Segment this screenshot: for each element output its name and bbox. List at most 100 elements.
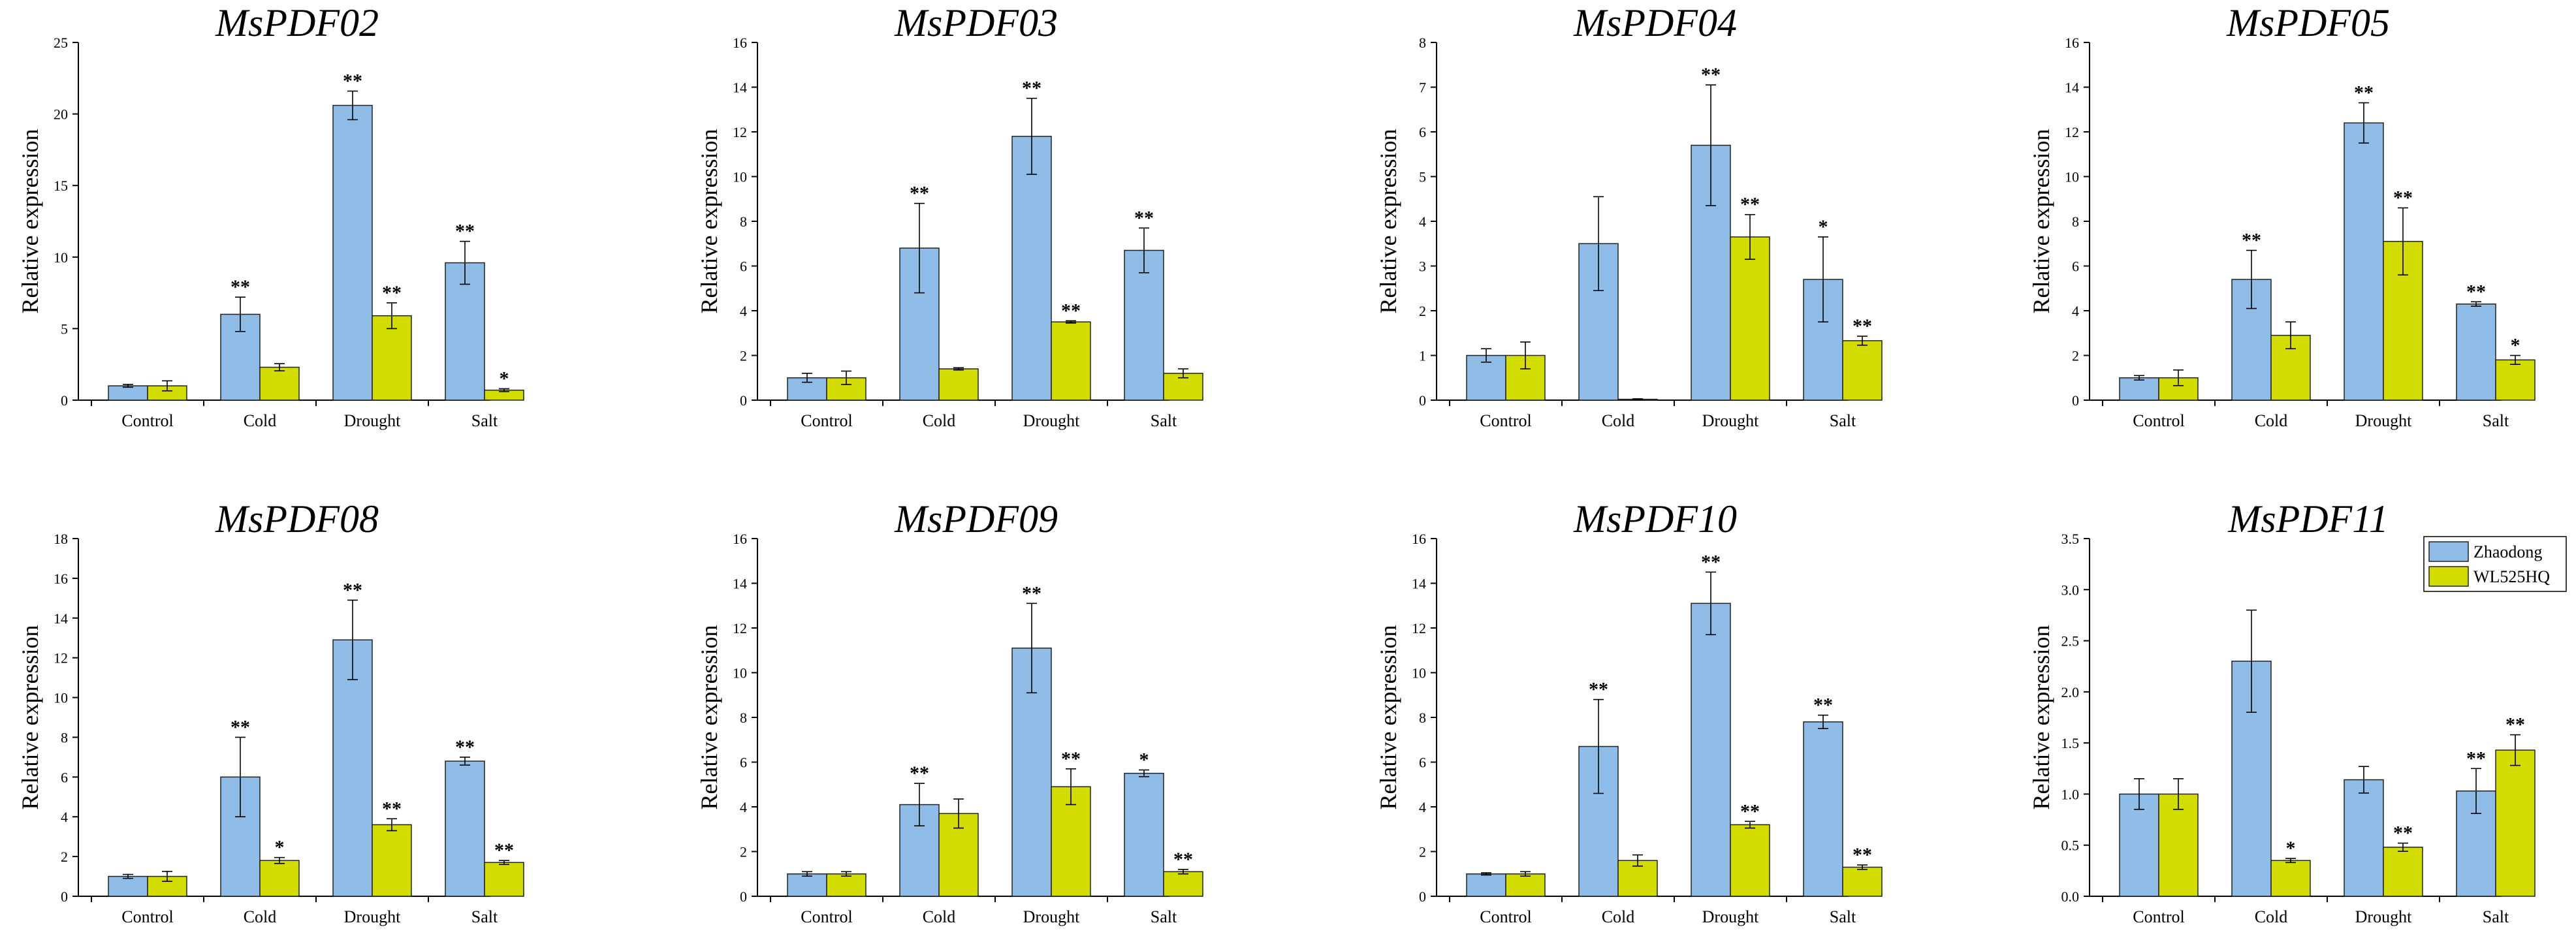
x-tick-label: Control [121, 411, 173, 430]
y-axis-label: Relative expression [17, 625, 43, 810]
bar-WL525HQ-Drought [372, 824, 412, 897]
y-tick-label: 4 [1419, 799, 1426, 815]
y-tick-label: 2 [2072, 348, 2079, 364]
bar-Zhaodong-Cold [1578, 745, 1619, 897]
x-tick-label: Cold [2255, 411, 2288, 430]
bar-WL525HQ-Drought [1730, 236, 1770, 401]
x-tick-label: Control [1480, 411, 1531, 430]
x-tick-label: Salt [1151, 411, 1177, 430]
y-tick-label: 2.5 [2061, 633, 2080, 650]
x-tick-label: Control [121, 907, 173, 926]
significance-marker: ** [455, 736, 475, 758]
y-tick-label: 12 [2065, 124, 2079, 140]
bar-WL525HQ-Cold [2270, 860, 2311, 897]
bar-Zhaodong-Drought [332, 104, 373, 401]
y-tick-label: 14 [733, 80, 747, 96]
legend-label: Zhaodong [2473, 542, 2542, 561]
significance-marker: ** [1813, 695, 1833, 716]
bar-Zhaodong-Drought [2344, 779, 2384, 897]
y-tick-label: 3.0 [2061, 582, 2080, 598]
y-tick-label: 4 [61, 809, 68, 825]
bar-Zhaodong-Drought [1011, 136, 1052, 401]
x-tick-label: Cold [923, 411, 956, 430]
significance-marker: ** [910, 183, 929, 204]
bar-WL525HQ-Control [826, 873, 867, 897]
y-tick-label: 8 [740, 710, 747, 726]
x-tick-label: Salt [471, 411, 498, 430]
significance-marker: ** [910, 762, 929, 784]
x-tick-label: Drought [344, 907, 401, 926]
y-tick-label: 6 [740, 258, 747, 275]
bar-WL525HQ-Salt [2495, 749, 2536, 897]
x-tick-label: Control [801, 907, 852, 926]
significance-marker: ** [494, 839, 514, 861]
significance-marker: ** [1022, 582, 1042, 604]
significance-marker: ** [1022, 78, 1042, 99]
y-axis-label: Relative expression [1375, 625, 1401, 810]
bar-WL525HQ-Salt [2495, 359, 2536, 401]
x-tick-label: Drought [344, 411, 401, 430]
y-tick-label: 18 [54, 531, 68, 547]
y-tick-label: 5 [61, 321, 68, 337]
chart-MsPDF08: MsPDF08 Relative expression 0 2 4 6 8 10 12 14 16 1… [17, 497, 524, 926]
significance-marker: ** [1061, 300, 1081, 321]
y-tick-label: 2 [740, 348, 747, 364]
y-tick-label: 14 [54, 610, 68, 627]
y-tick-label: 6 [2072, 258, 2079, 275]
significance-marker: ** [1852, 844, 1872, 866]
y-tick-label: 1.5 [2061, 735, 2080, 751]
x-tick-label: Cold [1602, 411, 1635, 430]
x-tick-label: Cold [2255, 907, 2288, 926]
y-tick-label: 16 [733, 531, 747, 547]
y-tick-label: 3 [1419, 258, 1426, 275]
significance-marker: * [1139, 749, 1149, 770]
y-tick-label: 0 [1419, 888, 1426, 905]
bar-WL525HQ-Drought [1051, 321, 1091, 401]
bar-Zhaodong-Salt [2456, 303, 2496, 401]
y-tick-label: 2 [61, 849, 68, 865]
legend-label: WL525HQ [2473, 567, 2550, 586]
bar-Zhaodong-Control [108, 385, 148, 401]
y-tick-label: 0 [1419, 392, 1426, 409]
y-tick-label: 10 [733, 665, 747, 682]
y-tick-label: 25 [54, 35, 68, 51]
y-tick-label: 6 [740, 755, 747, 771]
bar-WL525HQ-Salt [1842, 340, 1883, 401]
significance-marker: ** [1701, 64, 1721, 86]
chart-MsPDF03: MsPDF03 Relative expression 0 2 4 6 8 10 12 14 16 C… [696, 1, 1203, 430]
y-axis-label: Relative expression [2028, 625, 2054, 810]
significance-marker: ** [231, 716, 250, 738]
y-tick-label: 8 [740, 213, 747, 230]
x-tick-label: Salt [471, 907, 498, 926]
bar-Zhaodong-Control [2119, 377, 2159, 401]
legend-swatch-Zhaodong [2428, 541, 2469, 562]
bar-WL525HQ-Control [1505, 873, 1546, 897]
bar-Zhaodong-Salt [1803, 721, 1843, 897]
y-tick-label: 3.5 [2061, 531, 2080, 547]
significance-marker: * [1819, 216, 1828, 238]
significance-marker: ** [231, 276, 250, 298]
bar-WL525HQ-Cold [259, 860, 300, 897]
y-tick-label: 2 [1419, 303, 1426, 319]
bar-WL525HQ-Drought [372, 315, 412, 401]
y-tick-label: 16 [54, 571, 68, 587]
y-tick-label: 1.0 [2061, 786, 2080, 802]
significance-marker: ** [1852, 315, 1872, 337]
significance-marker: ** [1589, 679, 1608, 700]
y-tick-label: 2 [1419, 844, 1426, 860]
chart-MsPDF05: MsPDF05 Relative expression 0 2 4 6 8 10 12 14 16 C… [2028, 1, 2536, 430]
y-tick-label: 14 [1412, 576, 1426, 592]
y-tick-label: 12 [1412, 620, 1426, 636]
significance-marker: ** [2242, 230, 2261, 251]
legend: Zhaodong WL525HQ [2423, 536, 2567, 592]
x-tick-label: Control [801, 411, 852, 430]
significance-marker: ** [1701, 551, 1721, 572]
x-tick-label: Salt [2483, 907, 2509, 926]
bar-WL525HQ-Cold [259, 366, 300, 401]
significance-marker: ** [2393, 822, 2413, 844]
bar-Zhaodong-Control [1466, 873, 1506, 897]
x-tick-label: Salt [1151, 907, 1177, 926]
bar-Zhaodong-Salt [1124, 772, 1164, 897]
significance-marker: ** [2393, 187, 2413, 208]
